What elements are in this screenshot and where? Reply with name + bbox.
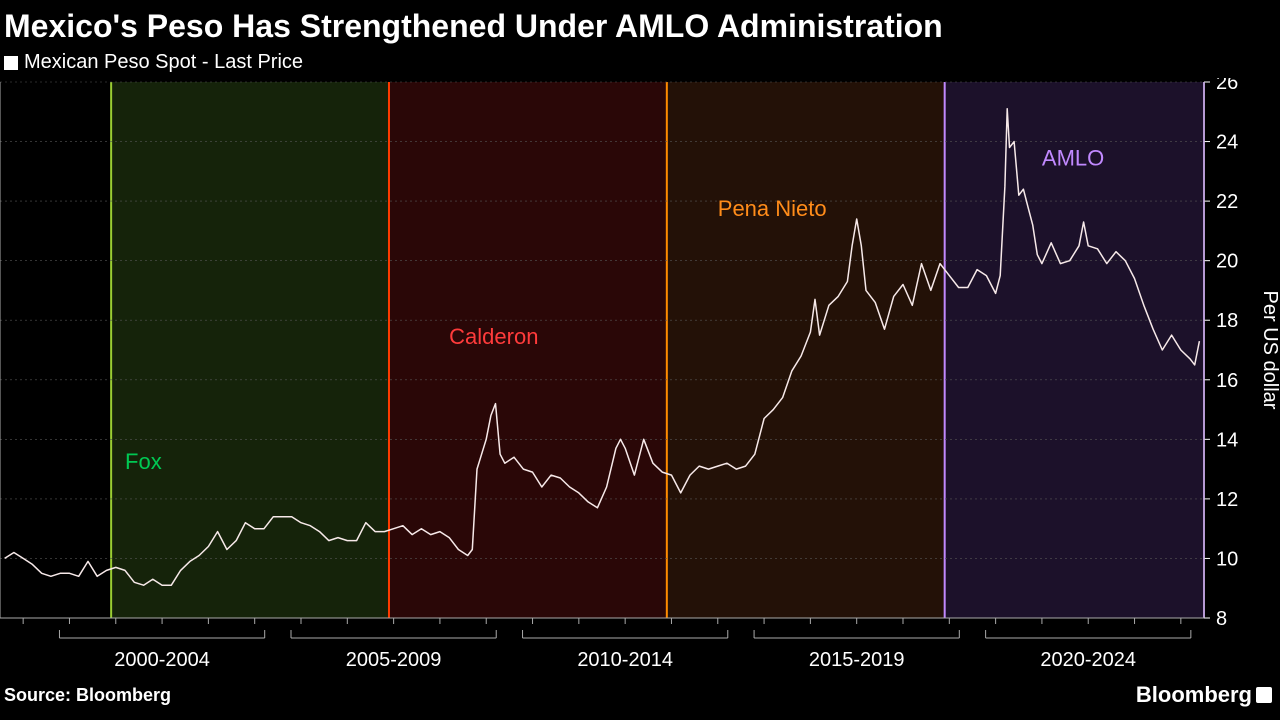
ytick-label: 14 [1216, 429, 1238, 451]
ytick-label: 22 [1216, 191, 1238, 213]
chart-title: Mexico's Peso Has Strengthened Under AML… [0, 0, 1280, 51]
y-axis-label: Per US dollar [1259, 291, 1280, 410]
ytick-label: 18 [1216, 310, 1238, 332]
ytick-label: 20 [1216, 251, 1238, 273]
xgroup-label: 2020-2024 [1040, 649, 1136, 671]
region-label-amlo: AMLO [1042, 145, 1104, 170]
region-label-calderon: Calderon [449, 324, 538, 349]
ytick-label: 10 [1216, 548, 1238, 570]
xgroup-label: 2015-2019 [809, 649, 905, 671]
brand-text: Bloomberg [1136, 682, 1252, 708]
region-label-fox: Fox [125, 449, 162, 474]
legend-swatch [4, 56, 18, 70]
ytick-label: 26 [1216, 78, 1238, 94]
chart-footer: Source: Bloomberg Bloomberg [0, 678, 1280, 708]
peso-line-chart: 8 10 12 14 16 18 20 22 24 26 Per US dollar 2000-200… [0, 78, 1280, 678]
brand-label: Bloomberg [1136, 682, 1272, 708]
region-fox [111, 82, 389, 618]
chart-container: 8 10 12 14 16 18 20 22 24 26 Per US dollar 2000-200… [0, 78, 1280, 678]
ytick-label: 24 [1216, 132, 1238, 154]
brand-icon [1256, 687, 1272, 703]
xgroup-label: 2005-2009 [346, 649, 442, 671]
chart-legend: Mexican Peso Spot - Last Price [0, 51, 1280, 78]
ytick-label: 16 [1216, 370, 1238, 392]
xgroup-label: 2010-2014 [577, 649, 673, 671]
region-pena-nieto [667, 82, 945, 618]
source-label: Source: Bloomberg [4, 685, 171, 706]
ytick-label: 12 [1216, 489, 1238, 511]
region-label-pena-nieto: Pena Nieto [718, 196, 827, 221]
region-calderon [389, 82, 667, 618]
ytick-label: 8 [1216, 608, 1227, 630]
legend-label: Mexican Peso Spot - Last Price [24, 51, 303, 74]
xgroup-label: 2000-2004 [114, 649, 210, 671]
